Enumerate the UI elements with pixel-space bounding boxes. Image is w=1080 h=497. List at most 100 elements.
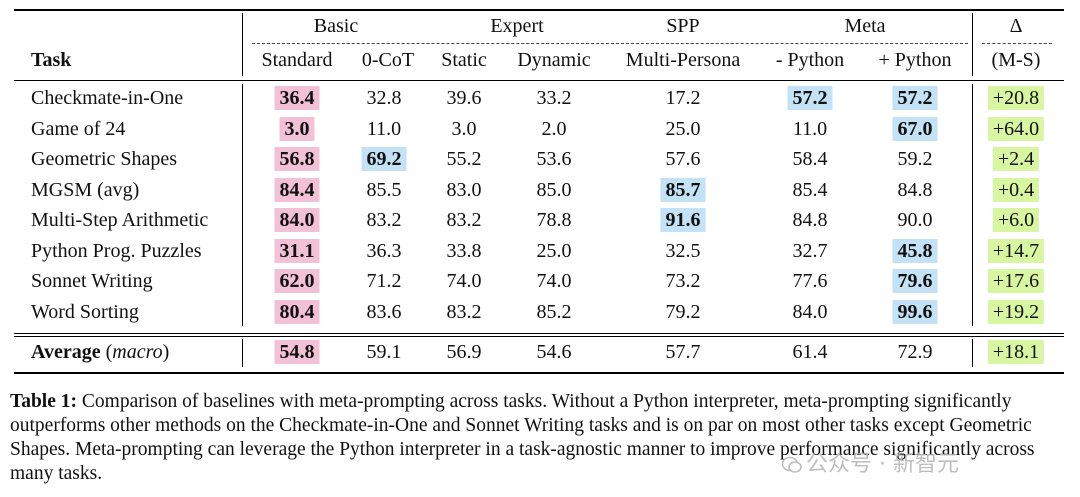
cell-highlight: 3.0 <box>279 116 315 141</box>
group-expert: Expert <box>490 15 544 37</box>
cell-highlight: 31.1 <box>274 238 320 263</box>
table-cell: 85.4 <box>792 178 828 201</box>
cell-highlight: +20.8 <box>987 86 1045 110</box>
average-cell: 54.6 <box>536 341 572 363</box>
table-cell: 33.8 <box>446 239 482 262</box>
table-cell: 36.4 <box>274 86 320 110</box>
average-cell: +18.1 <box>987 340 1045 364</box>
delta-dashed-underline <box>982 43 1052 44</box>
average-label-italic: macro <box>112 341 163 363</box>
table-cell: 84.0 <box>792 300 828 323</box>
table-cell: +20.8 <box>987 86 1045 110</box>
table-cell: 55.2 <box>446 148 482 170</box>
average-label: Average (macro) <box>31 341 170 363</box>
average-top-rule-1 <box>14 333 1064 334</box>
group-basic: Basic <box>313 15 359 37</box>
col-header-standard: Standard <box>261 49 333 71</box>
table-cell: 84.8 <box>792 209 828 231</box>
caption-label: Table 1: <box>10 391 78 412</box>
table-cell: 84.0 <box>274 208 320 232</box>
table-cell: 56.8 <box>274 147 320 171</box>
table-cell: +14.7 <box>987 238 1045 263</box>
row-task-label: Python Prog. Puzzles <box>31 239 202 262</box>
col-header-minus-python: - Python <box>775 49 845 71</box>
cell-highlight: +2.4 <box>992 147 1040 171</box>
cell-highlight: 84.4 <box>274 177 320 202</box>
cell-highlight: 91.6 <box>660 208 706 232</box>
cell-highlight: 56.8 <box>274 147 320 171</box>
table-cell: 99.6 <box>892 299 938 324</box>
table-bottom-rule <box>14 372 1064 374</box>
cell-highlight: +18.1 <box>987 340 1045 364</box>
table-cell: 91.6 <box>660 208 706 232</box>
cell-highlight: 36.4 <box>274 86 320 110</box>
cell-highlight: 62.0 <box>274 269 320 293</box>
table-cell: 2.0 <box>541 117 567 140</box>
col-header-static: Static <box>441 49 487 71</box>
group-meta: Meta <box>844 15 886 37</box>
row-task-label: Geometric Shapes <box>31 148 178 170</box>
task-col-separator-header <box>242 13 243 76</box>
col-header-task: Task <box>31 49 72 71</box>
table-cell: 3.0 <box>451 117 477 140</box>
average-cell: 59.1 <box>366 341 402 363</box>
table-cell: 69.2 <box>361 147 407 171</box>
table-cell: 83.0 <box>446 178 482 201</box>
average-cell: 54.8 <box>274 340 320 364</box>
cell-highlight: +64.0 <box>987 116 1045 141</box>
cell-highlight: +19.2 <box>987 299 1045 324</box>
row-task-label: MGSM (avg) <box>31 178 140 201</box>
table-cell: 74.0 <box>446 270 482 292</box>
row-task-label: Word Sorting <box>31 300 139 323</box>
col-header-multi-persona: Multi-Persona <box>625 49 741 71</box>
wechat-icon <box>782 456 802 473</box>
table-cell: 36.3 <box>366 239 402 262</box>
table-cell: 77.6 <box>792 270 828 292</box>
cell-highlight: 85.7 <box>660 177 706 202</box>
col-header-m-s: (M-S) <box>991 49 1041 71</box>
table-cell: +2.4 <box>992 147 1040 171</box>
table-cell: 78.8 <box>536 209 572 231</box>
cell-highlight: 57.2 <box>892 86 938 110</box>
average-cell: 72.9 <box>897 341 933 363</box>
table-cell: 90.0 <box>897 209 933 231</box>
table-cell: 53.6 <box>536 148 572 170</box>
table-cell: 31.1 <box>274 238 320 263</box>
table-cell: 58.4 <box>792 148 828 170</box>
table-cell: 80.4 <box>274 299 320 324</box>
table-cell: 84.8 <box>897 178 933 201</box>
cell-highlight: +6.0 <box>992 208 1040 232</box>
cell-highlight: 45.8 <box>892 238 938 263</box>
table-cell: 59.2 <box>897 148 933 170</box>
table-cell: 57.2 <box>787 86 833 110</box>
table-cell: 85.2 <box>536 300 572 323</box>
table-cell: 32.5 <box>665 239 701 262</box>
table-cell: 11.0 <box>366 117 402 140</box>
table-cell: 73.2 <box>665 270 701 292</box>
table-cell: 25.0 <box>536 239 572 262</box>
average-cell: 61.4 <box>792 341 828 363</box>
table-cell: 33.2 <box>536 87 572 109</box>
watermark: 公众号 · 新智元 <box>782 446 959 478</box>
caption-text: Comparison of baselines with meta-prompt… <box>10 391 1035 484</box>
cell-highlight: 84.0 <box>274 208 320 232</box>
table-cell: 11.0 <box>792 117 828 140</box>
cell-highlight: +0.4 <box>992 177 1040 202</box>
table-cell: 83.6 <box>366 300 402 323</box>
table-cell: 83.2 <box>366 209 402 231</box>
average-cell: 57.7 <box>665 341 701 363</box>
table-cell: 85.5 <box>366 178 402 201</box>
table-cell: 45.8 <box>892 238 938 263</box>
table-cell: 57.6 <box>665 148 701 170</box>
table-cell: 57.2 <box>892 86 938 110</box>
table-cell: +17.6 <box>987 269 1045 293</box>
watermark-text: 公众号 · 新智元 <box>806 452 959 477</box>
table-cell: 39.6 <box>446 87 482 109</box>
average-label-bold: Average <box>31 341 101 363</box>
col-header-dynamic: Dynamic <box>517 49 591 71</box>
table-cell: 85.7 <box>660 177 706 202</box>
cell-highlight: 99.6 <box>892 299 938 324</box>
table-cell: 32.7 <box>792 239 828 262</box>
cell-highlight: 54.8 <box>274 340 320 364</box>
row-task-label: Checkmate-in-One <box>31 87 184 109</box>
